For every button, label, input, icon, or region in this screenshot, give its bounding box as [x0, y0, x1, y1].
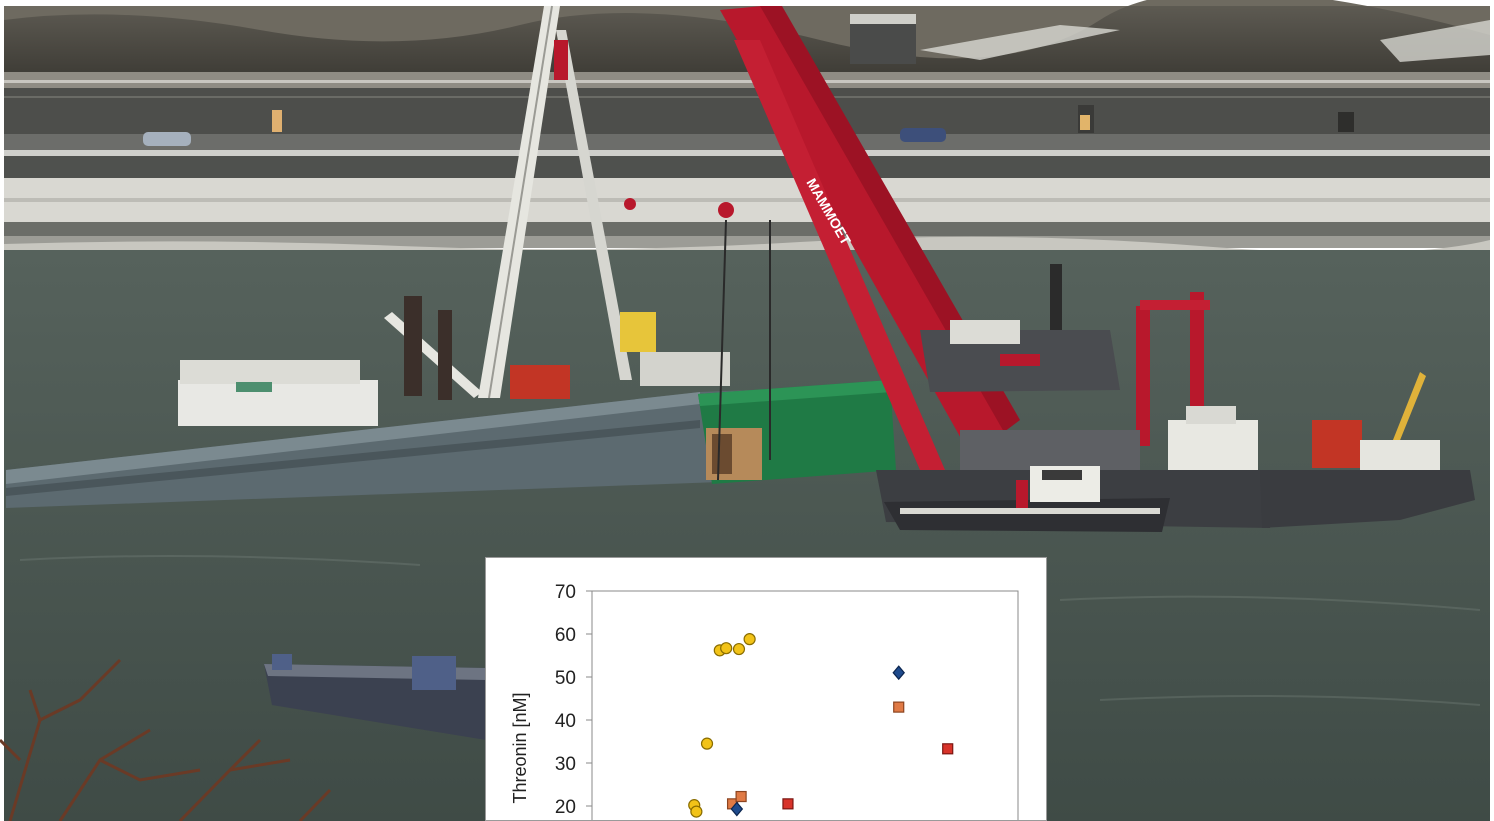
data-point-series-2	[735, 790, 747, 803]
data-point-series-3	[942, 743, 954, 755]
threonine-chart-panel: 20 30 40 50 60 70 Threonin [nM]	[485, 557, 1047, 821]
back-barge	[920, 264, 1120, 392]
y-tick-label: 20	[555, 797, 576, 818]
y-tick-label: 60	[555, 625, 576, 646]
tugboat	[884, 466, 1170, 532]
y-tick-label: 30	[555, 754, 576, 775]
bare-tree-branches	[0, 658, 332, 821]
plot-area	[591, 590, 1019, 820]
river-ripples	[19, 555, 1481, 706]
snowy-riverbank	[4, 178, 1490, 253]
y-tick-label: 70	[555, 582, 576, 603]
y-tick-label: 40	[555, 711, 576, 732]
lower-barge	[264, 654, 486, 740]
road	[4, 128, 1490, 178]
data-point-series-1	[732, 642, 746, 656]
y-axis-label: Threonin [nM]	[510, 692, 530, 803]
y-tick-label: 50	[555, 668, 576, 689]
capsized-ship	[6, 352, 896, 508]
data-point-series-1	[690, 805, 703, 818]
data-point-series-1	[700, 737, 714, 750]
data-point-series-1	[720, 642, 733, 655]
data-point-series-4	[892, 665, 906, 681]
white-lattice-crane	[384, 5, 656, 400]
data-point-series-4	[730, 801, 744, 817]
data-point-series-1	[743, 633, 756, 646]
data-point-series-3	[782, 798, 794, 810]
threonine-scatter-chart: 20 30 40 50 60 70 Threonin [nM]	[510, 582, 1019, 820]
data-point-series-2	[893, 701, 905, 713]
railway-embankment	[4, 72, 1490, 134]
